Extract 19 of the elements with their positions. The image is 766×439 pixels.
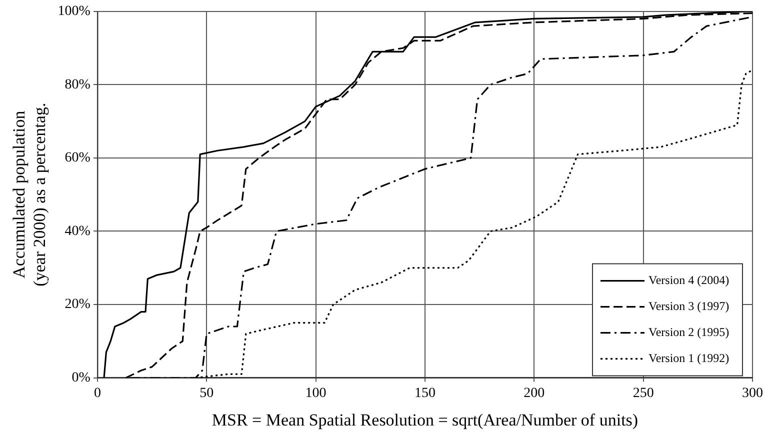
- x-tick-label: 0: [94, 386, 101, 401]
- y-tick-label: 60%: [64, 150, 91, 166]
- x-tick-label: 300: [742, 386, 763, 401]
- legend-label: Version 3 (1997): [648, 298, 730, 313]
- x-axis-title: MSR = Mean Spatial Resolution = sqrt(Area/Number of units): [212, 410, 638, 430]
- x-tick-label: 250: [632, 386, 654, 401]
- y-tick-label: 20%: [64, 297, 91, 312]
- y-axis-title: Accumulated population (year 2000) as a percentag.: [10, 102, 50, 286]
- y-tick-label: 100%: [58, 4, 91, 20]
- legend-label: Version 4 (2004): [648, 272, 730, 287]
- y-tick-label: 40%: [64, 224, 91, 239]
- x-tick-label: 100: [305, 386, 326, 401]
- x-tick-label: 50: [200, 386, 214, 401]
- x-tick-label: 150: [414, 386, 436, 401]
- x-tick-label: 200: [524, 386, 545, 401]
- legend-label: Version 2 (1995): [648, 324, 730, 339]
- y-tick-label: 80%: [64, 77, 91, 92]
- legend-label: Version 1 (1992): [648, 350, 730, 365]
- y-tick-label: 0%: [72, 370, 91, 386]
